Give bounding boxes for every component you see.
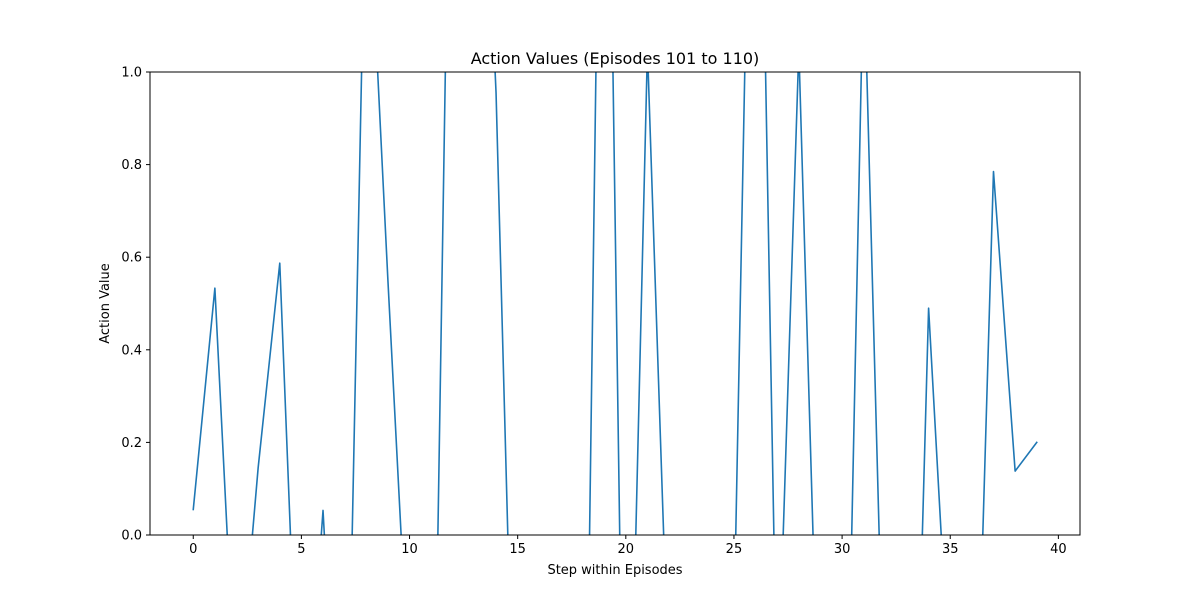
series-line-0 <box>192 72 1038 535</box>
x-tick-label: 10 <box>401 542 418 557</box>
x-axis-label: Step within Episodes <box>547 563 682 578</box>
x-tick-label: 5 <box>297 542 305 557</box>
x-tick-label: 40 <box>1050 542 1067 557</box>
y-tick-label: 0.2 <box>121 436 142 451</box>
plot-area <box>150 72 1080 535</box>
x-tick-label: 15 <box>509 542 526 557</box>
y-tick-label: 0.6 <box>121 251 142 266</box>
x-tick-label: 35 <box>942 542 959 557</box>
y-axis-ticks: 0.0 0.2 0.4 0.6 0.8 1.0 <box>121 66 150 544</box>
y-tick-label: 1.0 <box>121 66 142 81</box>
plot-frame <box>149 71 1081 536</box>
x-tick-label: 25 <box>726 542 743 557</box>
x-axis-ticks: 0 5 10 15 20 25 30 35 40 <box>189 535 1067 557</box>
y-tick-label: 0.4 <box>121 343 142 358</box>
y-tick-label: 0.0 <box>121 529 142 544</box>
y-tick-label: 0.8 <box>121 158 142 173</box>
chart-title: Action Values (Episodes 101 to 110) <box>471 49 760 68</box>
x-tick-label: 20 <box>618 542 635 557</box>
y-axis-label: Action Value <box>98 263 113 344</box>
series-layer <box>192 72 1038 535</box>
x-tick-label: 30 <box>834 542 851 557</box>
x-tick-label: 0 <box>189 542 197 557</box>
